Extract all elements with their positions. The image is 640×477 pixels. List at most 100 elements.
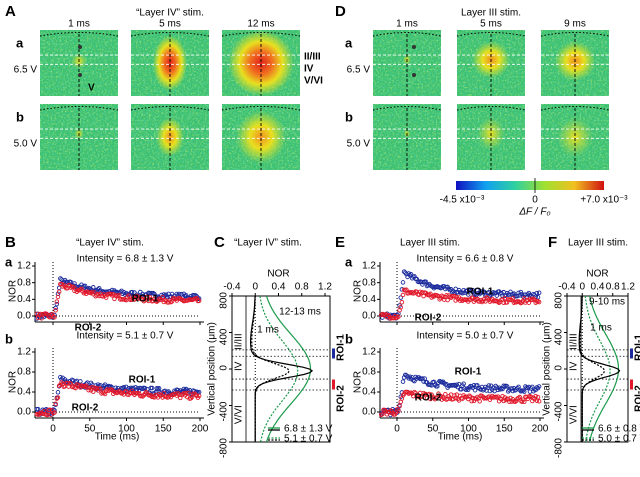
trace-point: [196, 393, 202, 399]
legend-label: 5.0 ± 0.7 V: [598, 434, 640, 445]
trace-point: [497, 387, 503, 392]
colorbar-label: +7.0 x10⁻³: [580, 195, 628, 206]
y-tick-label: 0.0: [17, 407, 31, 418]
trace-point: [156, 386, 162, 391]
trace-point: [140, 386, 145, 392]
trace-point: [432, 396, 438, 402]
trace-point: [536, 299, 542, 305]
pia-line: [130, 106, 210, 111]
row-label: a: [16, 35, 24, 50]
trace-point: [385, 312, 391, 318]
sub-label: b: [345, 331, 353, 346]
trace-point: [89, 289, 95, 295]
trace-point: [470, 287, 476, 293]
x-tick-label: 50: [84, 424, 96, 435]
x-axis-label: Time (ms): [95, 432, 140, 443]
trace-point: [397, 404, 402, 409]
panel-letter: F: [548, 234, 557, 251]
roi-marker: [332, 379, 335, 390]
x-tick-label: 150: [155, 424, 172, 435]
y-tick-label: 400: [554, 328, 565, 345]
marker-label: V: [88, 83, 95, 94]
activity: [236, 110, 286, 164]
trace-point: [438, 295, 444, 301]
trace-point: [427, 391, 432, 397]
layer-label: II/III: [304, 52, 321, 63]
panel-title: “Layer IV” stim.: [234, 238, 302, 249]
trace-point: [464, 386, 470, 391]
trace-point: [53, 401, 58, 407]
y-tick-label: 0: [554, 365, 565, 371]
y-tick-label: 0.8: [17, 277, 31, 288]
trace-point: [536, 290, 542, 296]
x-tick-label: 0: [252, 282, 258, 293]
trace-point: [181, 386, 187, 392]
trace-point: [475, 383, 480, 388]
y-axis-label: Vertical position (μm): [542, 322, 553, 416]
trace-point: [95, 287, 101, 292]
trace-point: [54, 299, 60, 304]
trace-point: [400, 292, 406, 298]
trace-point: [163, 292, 169, 298]
trace-point: [59, 281, 64, 287]
x-tick-label: 0.8: [295, 282, 309, 293]
trace-point: [399, 300, 405, 305]
activity: [228, 30, 294, 96]
layer-label: V/VI: [234, 405, 245, 424]
trace-point: [412, 389, 417, 395]
y-tick-label: -800: [554, 438, 565, 458]
trace-point: [461, 381, 466, 387]
trace-point: [94, 292, 100, 298]
y-tick-label: 0.8: [17, 367, 31, 378]
y-axis-label: Vertical position (μm): [207, 322, 218, 416]
trace-point: [109, 287, 115, 293]
trace-point: [55, 294, 61, 300]
trace-point: [140, 394, 145, 399]
panel-letter: A: [5, 3, 16, 20]
trace-point: [510, 396, 516, 402]
trace-point: [58, 382, 63, 388]
trace-point: [183, 390, 189, 396]
time-label: 12 ms: [247, 19, 274, 30]
x-tick-label: 1.2: [621, 282, 635, 293]
series-label: ROI-2: [415, 393, 442, 404]
sub-label: a: [5, 254, 13, 269]
trace-point: [196, 298, 202, 304]
trace-point: [129, 289, 135, 295]
x-tick-label: -0.4: [223, 282, 241, 293]
trace-point: [98, 386, 103, 391]
trace-point: [47, 407, 53, 413]
trace-point: [87, 385, 92, 391]
trace-point: [463, 387, 469, 393]
x-tick-label: 0: [50, 424, 56, 435]
trace-point: [407, 374, 413, 379]
profile: [584, 295, 611, 443]
trace-point: [465, 292, 471, 297]
pia-line: [130, 32, 210, 37]
series-label: ROI-1: [132, 294, 159, 305]
series-label: ROI-1: [455, 367, 482, 378]
trace-point: [132, 290, 137, 295]
trace-point: [398, 305, 403, 310]
y-tick-label: -400: [219, 401, 230, 421]
trace-point: [504, 384, 510, 389]
y-axis-label: NOR: [353, 371, 364, 393]
voltage-label: 5.0 V: [14, 139, 38, 150]
trace-point: [56, 383, 62, 389]
y-tick-label: 0: [219, 365, 230, 371]
profile: [250, 296, 314, 442]
trace-point: [475, 288, 480, 293]
trace-point: [96, 285, 102, 291]
trace-point: [81, 290, 87, 296]
electrode: [78, 45, 82, 49]
electrode: [412, 73, 416, 77]
legend-label: 5.1 ± 0.7 V: [284, 434, 333, 445]
pia-line: [39, 32, 119, 37]
y-tick-label: 800: [219, 292, 230, 309]
trace-point: [53, 305, 58, 311]
trace-point: [55, 395, 61, 400]
time-label: 1 ms: [396, 19, 418, 30]
sub-label: b: [5, 331, 13, 346]
trace-point: [522, 399, 527, 404]
trace-point: [483, 299, 488, 304]
